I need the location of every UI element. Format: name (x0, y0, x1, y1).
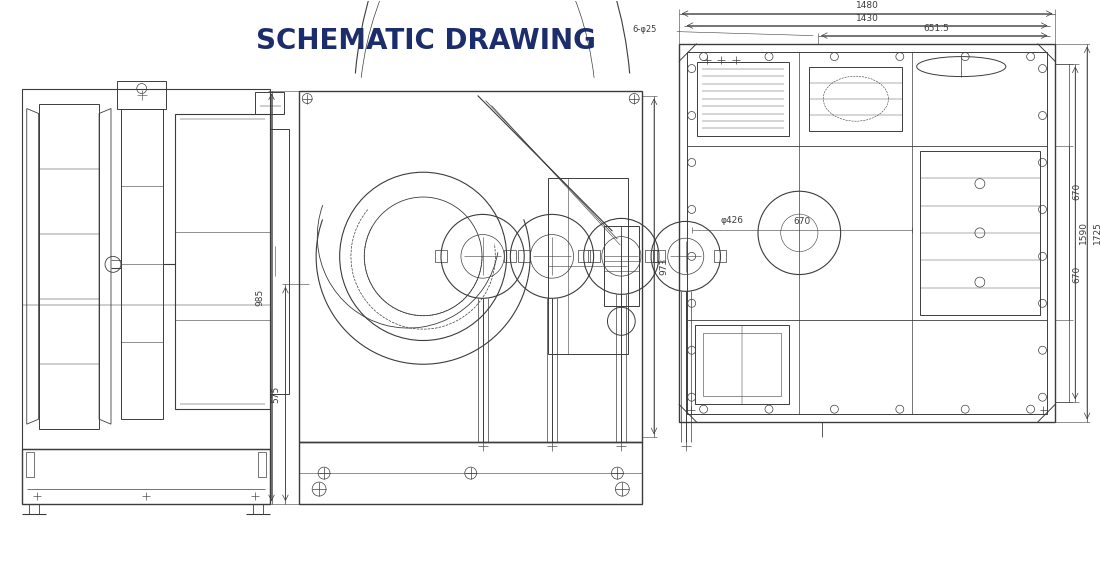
Text: SCHEMATIC DRAWING: SCHEMATIC DRAWING (256, 27, 596, 55)
Text: 1725: 1725 (1092, 222, 1100, 245)
Bar (921, 151, 1040, 315)
Bar (270, 128, 289, 394)
Text: φ426: φ426 (720, 216, 744, 225)
Bar (679, 43, 1055, 422)
Bar (25, 452, 34, 477)
Bar (645, 250, 657, 262)
Bar (39, 104, 99, 429)
Bar (253, 504, 263, 514)
Text: 670: 670 (1072, 183, 1081, 201)
Bar (434, 250, 447, 262)
Bar (587, 250, 600, 262)
Bar (653, 250, 664, 262)
Bar (605, 226, 639, 306)
Bar (696, 62, 790, 136)
Bar (686, 52, 1047, 414)
Bar (257, 452, 265, 477)
Text: 1590: 1590 (1079, 221, 1088, 245)
Bar (22, 88, 270, 449)
Bar (548, 178, 628, 354)
Bar (117, 80, 166, 108)
Text: 1480: 1480 (856, 1, 879, 10)
Bar (255, 92, 285, 113)
Text: 985: 985 (255, 288, 264, 306)
Bar (299, 91, 642, 442)
Bar (695, 325, 790, 404)
Bar (578, 250, 590, 262)
Bar (505, 250, 516, 262)
Text: 670: 670 (793, 217, 811, 226)
Bar (22, 449, 270, 504)
Bar (715, 250, 726, 262)
Bar (175, 113, 270, 409)
Bar (703, 333, 781, 396)
Bar (810, 67, 902, 131)
Text: 651.5: 651.5 (924, 24, 949, 33)
Text: 1430: 1430 (856, 14, 879, 23)
Text: 670: 670 (1072, 266, 1081, 283)
Bar (121, 108, 163, 419)
Bar (518, 250, 530, 262)
Text: 973: 973 (660, 258, 669, 275)
Bar (29, 504, 38, 514)
Bar (299, 442, 642, 504)
Text: 575: 575 (271, 385, 281, 402)
Text: 6-φ25: 6-φ25 (632, 25, 657, 34)
